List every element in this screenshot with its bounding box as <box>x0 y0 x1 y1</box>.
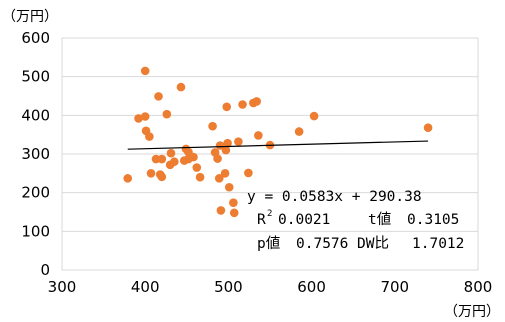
data-point <box>294 127 304 136</box>
x-tick-label: 400 <box>131 278 160 296</box>
data-point <box>162 109 172 119</box>
p-label: p値 <box>257 235 280 252</box>
y-tick-label: 0 <box>40 261 50 279</box>
data-points <box>123 66 433 218</box>
y-tick-label: 600 <box>21 29 50 47</box>
x-tick-label: 300 <box>48 278 77 296</box>
plot-area-border <box>61 37 479 271</box>
x-axis-unit: （万円） <box>444 304 500 320</box>
p-value: 0.7576 <box>296 236 348 252</box>
y-tick-label: 400 <box>21 106 50 124</box>
y-tick-label: 200 <box>21 184 50 202</box>
x-tick-label: 500 <box>214 278 243 296</box>
data-point <box>244 168 253 178</box>
data-point <box>215 141 225 150</box>
t-value: 0.3105 <box>407 212 459 228</box>
data-point <box>134 114 143 123</box>
r2-superscript: 2 <box>267 209 272 219</box>
y-tick-labels: 0 100 200 300 400 500 600 <box>21 29 50 279</box>
data-point <box>123 174 133 183</box>
data-point <box>221 145 231 155</box>
regression-annotation: y = 0.0583x + 290.38 R 2 0.0021 t値 0.310… <box>247 189 464 252</box>
r2-label: R <box>257 212 266 228</box>
data-point <box>229 208 239 218</box>
data-point <box>423 123 433 133</box>
data-point <box>223 138 232 148</box>
y-tick-label: 300 <box>21 145 50 163</box>
data-point <box>176 82 186 92</box>
data-point <box>140 112 150 121</box>
data-point <box>222 102 232 112</box>
data-point <box>216 206 226 215</box>
data-point <box>154 92 163 101</box>
data-point <box>252 97 261 106</box>
data-point <box>309 111 319 121</box>
data-point <box>220 169 230 178</box>
data-point <box>146 169 156 178</box>
y-tick-label: 100 <box>21 222 50 240</box>
data-point <box>213 154 222 163</box>
t-label: t値 <box>368 211 391 228</box>
regression-equation: y = 0.0583x + 290.38 <box>247 189 422 205</box>
data-point <box>157 172 167 182</box>
y-axis-unit: （万円） <box>2 9 58 25</box>
data-point <box>214 174 224 183</box>
data-point <box>189 152 198 162</box>
trendline <box>127 140 429 150</box>
dw-label: DW比 <box>357 235 389 252</box>
data-point <box>195 172 205 182</box>
data-point <box>238 100 247 109</box>
data-point <box>140 66 150 76</box>
x-tick-labels: 300 400 500 600 700 800 <box>48 278 493 296</box>
data-point <box>145 132 154 141</box>
data-point <box>229 198 238 208</box>
data-point <box>254 131 263 140</box>
data-point <box>208 121 217 131</box>
data-point <box>170 157 179 167</box>
data-point <box>157 154 167 164</box>
data-point <box>234 137 243 146</box>
r2-value: 0.0021 <box>278 212 330 228</box>
y-tick-label: 500 <box>21 68 50 86</box>
data-point <box>224 182 234 192</box>
dw-value: 1.7012 <box>412 236 464 252</box>
data-point <box>192 163 202 172</box>
data-point <box>166 148 176 158</box>
x-tick-label: 700 <box>380 278 409 296</box>
x-tick-label: 600 <box>297 278 326 296</box>
x-tick-label: 800 <box>464 278 493 296</box>
